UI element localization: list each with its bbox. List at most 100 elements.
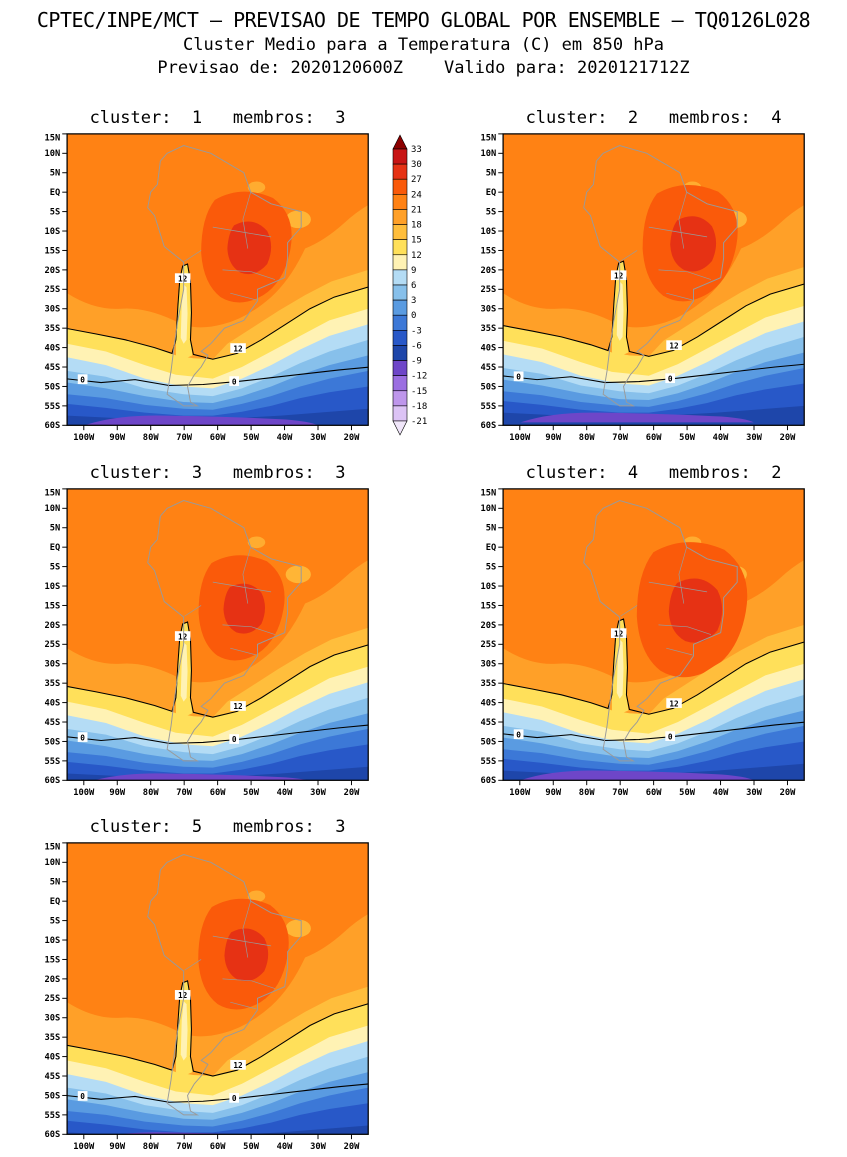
svg-text:80W: 80W (142, 1142, 159, 1152)
svg-text:40W: 40W (276, 788, 293, 798)
svg-text:12: 12 (233, 344, 243, 353)
svg-text:60W: 60W (209, 1142, 226, 1152)
panel-title-4: cluster: 4 membros: 2 (525, 462, 782, 483)
svg-text:40W: 40W (712, 433, 729, 443)
svg-text:60S: 60S (480, 776, 496, 786)
cluster-panel-3: cluster: 3 membros: 3 12 12 0 0 (36, 463, 376, 802)
svg-text:0: 0 (80, 733, 85, 742)
svg-text:12: 12 (178, 274, 188, 283)
colorbar-segment (392, 194, 407, 210)
svg-text:70W: 70W (176, 788, 193, 798)
colorbar-tick-label: -18 (411, 402, 427, 412)
colorbar-tick-label: -3 (411, 326, 422, 336)
svg-text:35S: 35S (44, 1033, 60, 1043)
svg-text:0: 0 (231, 735, 236, 744)
colorbar-tick-label: -21 (411, 417, 427, 427)
spacer (392, 463, 456, 802)
colorbar-tick-label: 3 (411, 296, 416, 306)
svg-text:100W: 100W (73, 1142, 95, 1152)
svg-text:25S: 25S (480, 285, 496, 295)
svg-text:60S: 60S (44, 1131, 60, 1141)
svg-text:12: 12 (614, 271, 624, 280)
svg-text:50W: 50W (679, 788, 696, 798)
svg-text:80W: 80W (142, 433, 159, 443)
svg-text:5N: 5N (485, 169, 496, 179)
svg-text:15S: 15S (480, 601, 496, 611)
panel-title-1: cluster: 1 membros: 3 (89, 108, 346, 128)
page-subtitle: Cluster Medio para a Temperatura (C) em … (182, 35, 665, 55)
svg-text:20S: 20S (44, 975, 60, 985)
svg-text:10N: 10N (44, 149, 60, 159)
svg-text:50S: 50S (44, 737, 60, 747)
svg-text:10N: 10N (44, 859, 60, 869)
contour-label: 0 (513, 371, 523, 381)
contour-line-0 (502, 721, 804, 741)
temperature-field: 12 12 0 0 (66, 488, 368, 780)
colorbar: 33 30 27 24 21 18 15 12 9 6 3 0 -3 -6 -9 -12 -15 -18 -21 (392, 108, 456, 447)
svg-text:10S: 10S (480, 227, 496, 237)
temperature-field: 12 12 0 0 (502, 488, 804, 780)
map-svg: 12 12 0 0 15N 10N 5N EQ 5S 10S 15S 20S 25S 30S 35S 40S… (44, 842, 369, 1152)
svg-text:50W: 50W (243, 433, 260, 443)
svg-text:25S: 25S (44, 995, 60, 1005)
colorbar-segment (392, 314, 407, 331)
coastline (582, 145, 738, 407)
svg-text:55S: 55S (480, 402, 496, 412)
svg-text:15S: 15S (44, 601, 60, 611)
svg-text:60W: 60W (645, 433, 662, 443)
svg-text:15N: 15N (480, 488, 496, 498)
svg-text:EQ: EQ (485, 543, 496, 553)
country-borders (183, 901, 285, 1010)
colorbar-segment (392, 209, 407, 225)
map-canvas-4: 12 12 0 0 15N 10N 5N EQ 5S 10S 15S 20S 25S 30S 35S 40S… (472, 485, 812, 802)
svg-text:25S: 25S (44, 640, 60, 650)
colorbar-segment (392, 254, 407, 271)
country-borders (183, 546, 285, 655)
map-svg: 12 12 0 0 15N 10N 5N EQ 5S 10S 15S 20S 25S 30S 35S 40S… (44, 133, 369, 443)
cluster-panel-5: cluster: 5 membros: 3 12 12 0 0 (36, 817, 376, 1156)
svg-text:40S: 40S (44, 1053, 60, 1063)
svg-text:100W: 100W (73, 433, 95, 443)
svg-text:EQ: EQ (49, 188, 60, 198)
svg-text:12: 12 (178, 632, 188, 641)
svg-text:90W: 90W (545, 433, 562, 443)
svg-text:45S: 45S (480, 363, 496, 373)
colorbar-segment (392, 284, 407, 301)
svg-text:35S: 35S (44, 324, 60, 334)
svg-text:30W: 30W (310, 433, 327, 443)
contour-label: 0 (513, 728, 523, 739)
svg-text:70W: 70W (612, 788, 629, 798)
map-axes: 15N 10N 5N EQ 5S 10S 15S 20S 25S 30S 35S 40S 45S 50S 5… (44, 133, 369, 443)
colorbar-tick-label: 30 (411, 160, 422, 170)
country-borders (619, 546, 721, 655)
svg-text:5N: 5N (49, 878, 60, 888)
svg-text:20W: 20W (779, 788, 796, 798)
colorbar-segment (392, 330, 407, 346)
svg-text:30W: 30W (310, 1142, 327, 1152)
svg-text:30S: 30S (44, 1014, 60, 1024)
contour-label: 0 (228, 733, 239, 744)
coastline (146, 854, 302, 1116)
svg-text:30W: 30W (746, 433, 763, 443)
contour-line-0 (66, 724, 368, 744)
svg-text:15N: 15N (44, 134, 60, 144)
svg-text:45S: 45S (44, 1072, 60, 1082)
colorbar-tick-label: 9 (411, 266, 416, 276)
svg-text:EQ: EQ (49, 897, 60, 907)
svg-text:10S: 10S (480, 582, 496, 592)
svg-text:20S: 20S (480, 266, 496, 276)
colorbar-segment (392, 360, 407, 376)
svg-text:50S: 50S (44, 382, 60, 392)
colorbar-segment (392, 269, 407, 286)
contour-line-0 (66, 366, 368, 387)
svg-text:15S: 15S (480, 246, 496, 256)
svg-text:100W: 100W (509, 788, 531, 798)
svg-text:100W: 100W (73, 788, 95, 798)
map-canvas-3: 12 12 0 0 15N 10N 5N EQ 5S 10S 15S 20S 25S 30S 35S 40S… (36, 485, 376, 802)
svg-text:EQ: EQ (485, 188, 496, 198)
svg-text:5N: 5N (49, 169, 60, 179)
svg-text:40W: 40W (712, 788, 729, 798)
svg-text:15N: 15N (44, 488, 60, 498)
colorbar-segment (392, 163, 407, 180)
contour-label: 12 (174, 630, 190, 641)
